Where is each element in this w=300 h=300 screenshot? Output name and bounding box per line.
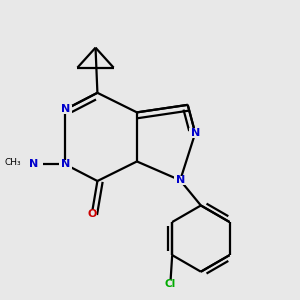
- Text: N: N: [176, 175, 185, 185]
- Text: N: N: [190, 128, 200, 138]
- Bar: [163, 280, 178, 289]
- Text: O: O: [87, 209, 97, 219]
- Text: CH₃: CH₃: [4, 158, 21, 167]
- Bar: [86, 210, 97, 218]
- Text: N: N: [61, 160, 70, 170]
- Bar: [59, 105, 72, 114]
- Bar: [174, 176, 186, 185]
- Bar: [189, 128, 201, 138]
- Text: Cl: Cl: [165, 280, 176, 290]
- Bar: [59, 160, 72, 169]
- Text: N: N: [61, 104, 70, 114]
- Bar: [24, 160, 43, 169]
- Text: N: N: [29, 160, 38, 170]
